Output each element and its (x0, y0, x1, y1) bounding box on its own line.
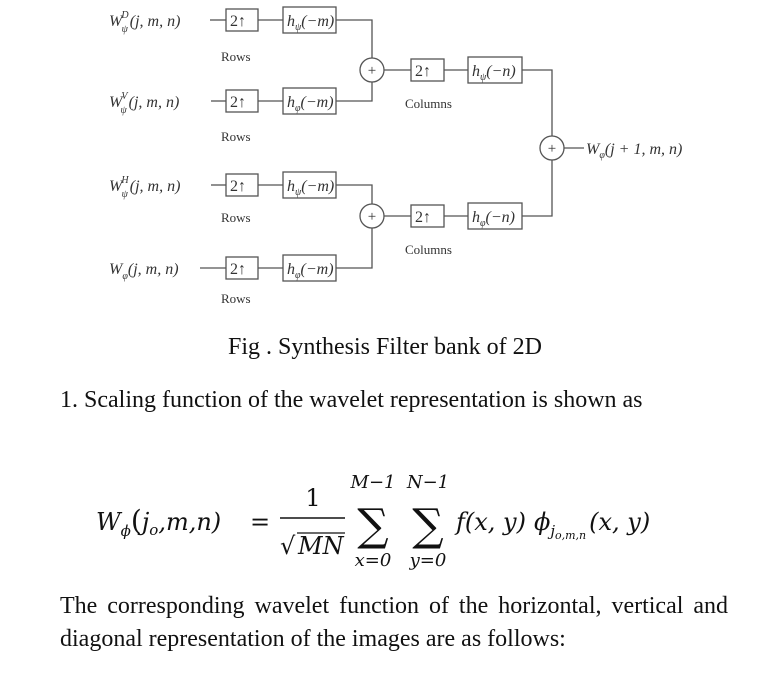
paragraph-scaling-function: 1. Scaling function of the wavelet repre… (60, 387, 643, 413)
adder-symbol-2: + (368, 209, 376, 225)
figure-caption: Fig . Synthesis Filter bank of 2D (227, 334, 542, 360)
columns-label-2: Columns (405, 242, 452, 257)
sum2-lower: y=0 (409, 550, 447, 571)
formula-equals: = (250, 508, 270, 536)
input-label-4: Wφ(j, m, n) (109, 261, 179, 282)
upsample-label-2: 2↑ (230, 94, 246, 111)
upsample-label-4: 2↑ (230, 261, 246, 278)
upsample-label-1: 2↑ (230, 13, 246, 30)
sum2-sigma: ∑ (412, 500, 443, 551)
formula-denominator: MN (297, 532, 345, 560)
filter-label-2: hφ(−m) (287, 94, 334, 114)
synthesis-filter-bank-diagram: WD ψ (j, m, n) WV ψ (j, m, n) WH ψ (j, m, n) W… (109, 6, 682, 306)
rows-label-4: Rows (221, 291, 251, 306)
input-label-2: WV ψ (j, m, n) (109, 91, 179, 116)
sum2-upper: N−1 (406, 472, 449, 493)
columns-label-1: Columns (405, 96, 452, 111)
formula-lhs: Wϕ(jo,m,n) (96, 504, 221, 540)
upsample-label-6: 2↑ (415, 209, 431, 226)
sum1-lower: x=0 (355, 550, 392, 571)
formula-numerator: 1 (305, 484, 320, 512)
filter-label-4: hφ(−m) (287, 261, 334, 281)
filter-label-6: hφ(−n) (472, 209, 515, 229)
formula-sqrt-symbol: √ (280, 532, 296, 560)
input-label-1: WD ψ (j, m, n) (109, 10, 180, 35)
input-label-3: WH ψ (j, m, n) (109, 175, 180, 200)
filter-label-5: hψ(−n) (472, 63, 516, 83)
rows-label-3: Rows (221, 210, 251, 225)
sum1-sigma: ∑ (357, 500, 388, 551)
adder-symbol-3: + (548, 141, 556, 157)
upsample-label-5: 2↑ (415, 63, 431, 80)
rows-label-2: Rows (221, 129, 251, 144)
paragraph-wavelet-function: The corresponding wavelet function of th… (60, 593, 728, 652)
sum1-upper: M−1 (350, 472, 396, 493)
filter-label-3: hψ(−m) (287, 178, 334, 198)
formula-summand: f(x, y) ϕjo,m,n (x, y) (454, 508, 650, 542)
adder-symbol-1: + (368, 63, 376, 79)
output-label: Wφ(j + 1, m, n) (586, 141, 682, 161)
scaling-function-formula: Wϕ(jo,m,n) = 1 √ MN M−1 ∑ x=0 N−1 ∑ y=0 … (96, 472, 650, 571)
filter-label-1: hψ(−m) (287, 13, 334, 33)
rows-label-1: Rows (221, 49, 251, 64)
upsample-label-3: 2↑ (230, 178, 246, 195)
